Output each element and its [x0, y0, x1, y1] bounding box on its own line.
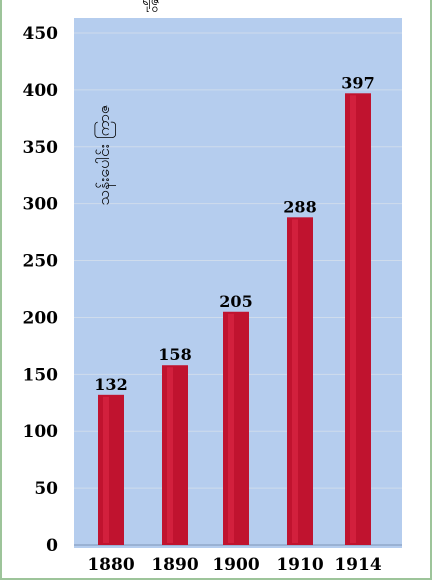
- bar: [98, 394, 124, 545]
- bar-body: [287, 217, 313, 545]
- x-axis-ticks: 1880 1890 1900 1910 1914: [87, 555, 381, 575]
- y-axis-title: သန်းပေါင်း ကြာဇ: [94, 105, 116, 206]
- bar: [223, 311, 249, 545]
- y-tick-label: 0: [46, 536, 58, 556]
- bars: [98, 93, 371, 546]
- y-tick-label: 200: [23, 308, 59, 328]
- bar-value-label: 132: [94, 375, 127, 394]
- y-tick-label: 50: [34, 479, 58, 499]
- bar-highlight: [167, 367, 173, 543]
- bar-value-label: 205: [219, 292, 252, 311]
- bar-highlight: [292, 219, 298, 543]
- y-tick-label: 350: [23, 138, 59, 158]
- y-tick-label: 150: [23, 365, 59, 385]
- bar-body: [162, 365, 188, 545]
- bar-highlight: [103, 396, 109, 543]
- x-tick-label: 1914: [334, 555, 381, 575]
- bar: [287, 217, 313, 545]
- bar-highlight: [228, 313, 234, 543]
- y-tick-label: 400: [23, 81, 59, 101]
- x-tick-label: 1890: [151, 555, 198, 575]
- y-tick-label: 450: [23, 24, 59, 44]
- x-tick-label: 1880: [87, 555, 134, 575]
- y-tick-label: 250: [23, 252, 59, 272]
- x-tick-label: 1910: [276, 555, 323, 575]
- chart-title: ရုံဇွ: [142, 0, 160, 12]
- x-tick-label: 1900: [212, 555, 259, 575]
- bar-body: [98, 394, 124, 545]
- data-labels: 132 158 205 288 397: [94, 73, 374, 394]
- y-tick-label: 300: [23, 195, 59, 215]
- bar: [162, 365, 188, 545]
- bar-highlight: [350, 95, 356, 544]
- bar-body: [345, 93, 371, 546]
- bar-body: [223, 311, 249, 545]
- y-axis-ticks: 0 50 100 150 200 250 300 350 400 450: [23, 24, 59, 556]
- bar-value-label: 288: [283, 197, 316, 216]
- bar: [345, 93, 371, 546]
- bar-value-label: 158: [158, 345, 191, 364]
- bar-value-label: 397: [341, 73, 374, 92]
- y-tick-label: 100: [23, 422, 59, 442]
